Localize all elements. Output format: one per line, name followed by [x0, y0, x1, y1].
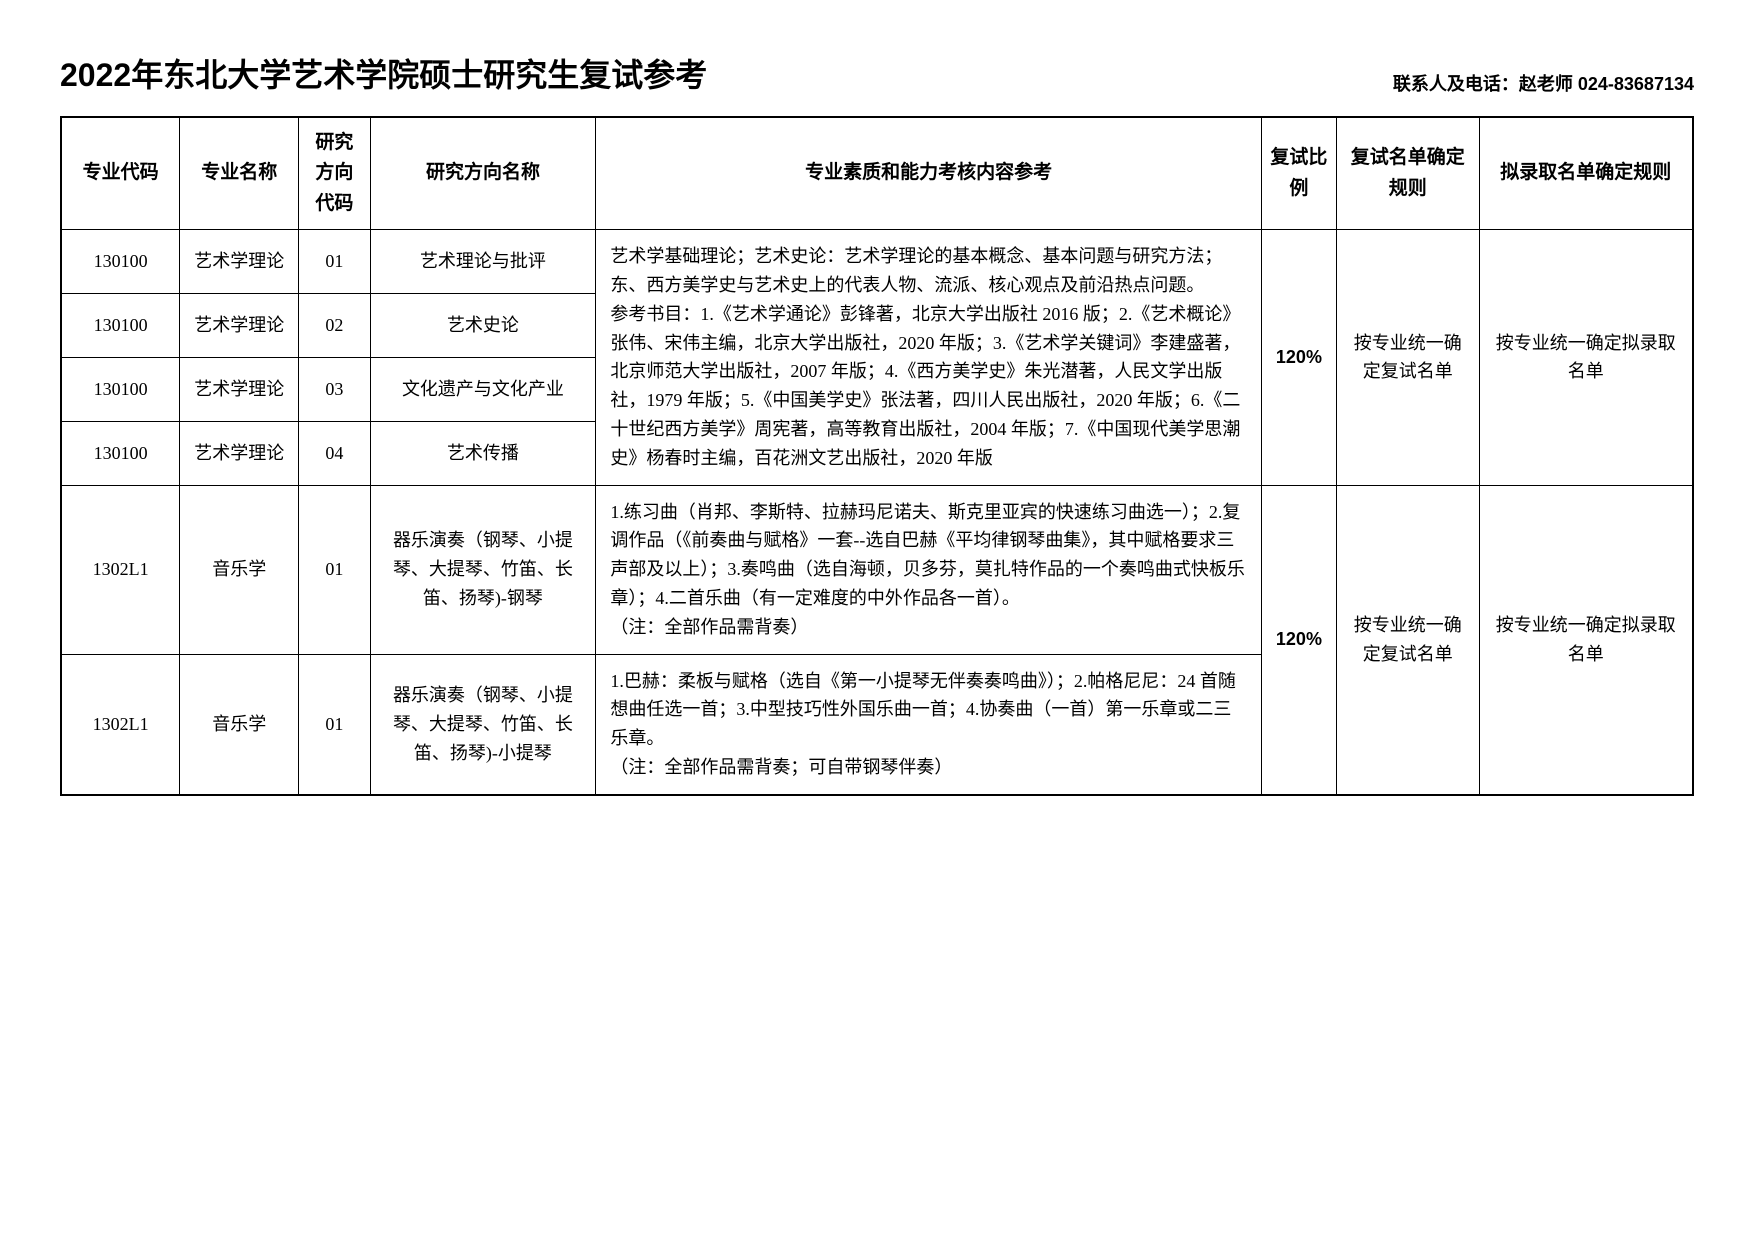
cell-dir-code: 01: [299, 485, 370, 654]
cell-dir-name: 艺术理论与批评: [370, 230, 596, 294]
cell-dir-code: 01: [299, 230, 370, 294]
col-rule2: 拟录取名单确定规则: [1479, 117, 1693, 230]
page-header: 2022年东北大学艺术学院硕士研究生复试参考 联系人及电话：赵老师 024-83…: [60, 50, 1694, 96]
cell-code: 1302L1: [61, 654, 180, 795]
cell-code: 130100: [61, 421, 180, 485]
exam-reference-table: 专业代码 专业名称 研究方向代码 研究方向名称 专业素质和能力考核内容参考 复试…: [60, 116, 1694, 796]
col-direction-name: 研究方向名称: [370, 117, 596, 230]
col-direction-code: 研究方向代码: [299, 117, 370, 230]
col-content: 专业素质和能力考核内容参考: [596, 117, 1262, 230]
cell-dir-name: 器乐演奏（钢琴、小提琴、大提琴、竹笛、长笛、扬琴)-钢琴: [370, 485, 596, 654]
cell-rule1: 按专业统一确定复试名单: [1336, 485, 1479, 795]
cell-dir-name: 器乐演奏（钢琴、小提琴、大提琴、竹笛、长笛、扬琴)-小提琴: [370, 654, 596, 795]
cell-major: 音乐学: [180, 485, 299, 654]
cell-content: 1.练习曲（肖邦、李斯特、拉赫玛尼诺夫、斯克里亚宾的快速练习曲选一）；2.复调作…: [596, 485, 1262, 654]
cell-ratio: 120%: [1261, 230, 1336, 485]
page-title: 2022年东北大学艺术学院硕士研究生复试参考: [60, 50, 707, 96]
cell-content-block1: 艺术学基础理论；艺术史论：艺术学理论的基本概念、基本问题与研究方法；东、西方美学…: [596, 230, 1262, 485]
col-ratio: 复试比例: [1261, 117, 1336, 230]
table-row: 130100 艺术学理论 01 艺术理论与批评 艺术学基础理论；艺术史论：艺术学…: [61, 230, 1693, 294]
cell-major: 艺术学理论: [180, 357, 299, 421]
cell-rule2: 按专业统一确定拟录取名单: [1479, 485, 1693, 795]
cell-dir-name: 文化遗产与文化产业: [370, 357, 596, 421]
contact-info: 联系人及电话：赵老师 024-83687134: [1393, 70, 1694, 96]
cell-dir-name: 艺术史论: [370, 294, 596, 358]
cell-dir-code: 02: [299, 294, 370, 358]
table-row: 1302L1 音乐学 01 器乐演奏（钢琴、小提琴、大提琴、竹笛、长笛、扬琴)-…: [61, 485, 1693, 654]
cell-content: 1.巴赫：柔板与赋格（选自《第一小提琴无伴奏奏鸣曲》）；2.帕格尼尼：24 首随…: [596, 654, 1262, 795]
cell-major: 音乐学: [180, 654, 299, 795]
col-major-name: 专业名称: [180, 117, 299, 230]
cell-code: 130100: [61, 357, 180, 421]
cell-dir-code: 03: [299, 357, 370, 421]
cell-code: 1302L1: [61, 485, 180, 654]
cell-code: 130100: [61, 294, 180, 358]
cell-ratio: 120%: [1261, 485, 1336, 795]
col-major-code: 专业代码: [61, 117, 180, 230]
cell-code: 130100: [61, 230, 180, 294]
col-rule1: 复试名单确定规则: [1336, 117, 1479, 230]
cell-major: 艺术学理论: [180, 294, 299, 358]
cell-dir-code: 01: [299, 654, 370, 795]
cell-rule1: 按专业统一确定复试名单: [1336, 230, 1479, 485]
table-header-row: 专业代码 专业名称 研究方向代码 研究方向名称 专业素质和能力考核内容参考 复试…: [61, 117, 1693, 230]
cell-dir-code: 04: [299, 421, 370, 485]
cell-rule2: 按专业统一确定拟录取名单: [1479, 230, 1693, 485]
cell-major: 艺术学理论: [180, 421, 299, 485]
cell-major: 艺术学理论: [180, 230, 299, 294]
cell-dir-name: 艺术传播: [370, 421, 596, 485]
